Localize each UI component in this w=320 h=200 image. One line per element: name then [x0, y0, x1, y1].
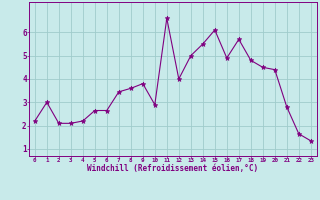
X-axis label: Windchill (Refroidissement éolien,°C): Windchill (Refroidissement éolien,°C) — [87, 164, 258, 173]
